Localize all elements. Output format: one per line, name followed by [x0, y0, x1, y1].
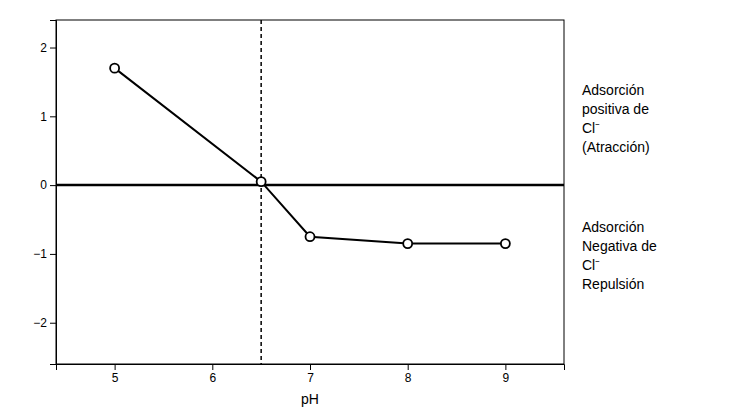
y-axis: −2 −1 0 1 2: [33, 21, 56, 365]
dashed-vline: [260, 20, 262, 364]
x-tick: 9: [503, 364, 510, 385]
plot-area: 5 6 7 8 9 −2 −1 0 1 2 pH Adsorción positiva de Cl⁻ (At…: [33, 20, 657, 407]
data-point: [501, 239, 510, 248]
data-point: [306, 232, 315, 241]
chart-container: 5 6 7 8 9 −2 −1 0 1 2 pH Adsorción positiva de Cl⁻ (At…: [0, 0, 754, 416]
y-tick: −1: [33, 247, 56, 261]
x-tick-mark: [212, 364, 213, 370]
y-tick-mark: [50, 48, 56, 49]
annotation: Adsorción positiva de Cl⁻ (Atracción): [582, 82, 650, 155]
x-axis-title: pH: [301, 391, 319, 407]
y-tick-label: 2: [40, 41, 47, 55]
x-tick-label: 5: [112, 371, 119, 385]
chart: 5 6 7 8 9 −2 −1 0 1 2 pH Adsorción positiva de Cl⁻ (At…: [0, 0, 754, 416]
x-tick: 7: [307, 364, 314, 385]
annotation-line: positiva de: [582, 101, 649, 117]
x-tick-label: 7: [307, 371, 314, 385]
data-point: [403, 239, 412, 248]
y-tick-label: 0: [40, 178, 47, 192]
annotation-line: (Atracción): [582, 139, 650, 155]
x-tick: 5: [112, 364, 119, 385]
zero-line: [56, 184, 564, 187]
y-tick: −2: [33, 316, 56, 330]
x-axis: 5 6 7 8 9: [57, 364, 565, 385]
x-tick-mark: [408, 364, 409, 370]
annotation-line: Cl⁻: [582, 120, 600, 136]
y-tick-mark: [50, 116, 56, 117]
y-tick-label: −2: [33, 316, 47, 330]
annotation-line: Negativa de: [582, 238, 657, 254]
x-tick: 6: [209, 364, 216, 385]
annotation-line: Adsorción: [582, 219, 644, 235]
plot-frame: [56, 20, 564, 364]
y-tick: 1: [40, 110, 56, 124]
annotation-line: Repulsión: [582, 276, 644, 292]
y-tick-mark: [50, 254, 56, 255]
x-tick-label: 9: [503, 371, 510, 385]
x-tick-label: 8: [405, 371, 412, 385]
y-tick-mark: [50, 185, 56, 186]
x-tick: 8: [405, 364, 412, 385]
marks: [56, 20, 564, 364]
y-tick-label: −1: [33, 247, 47, 261]
x-tick-mark: [505, 364, 506, 370]
y-tick-label: 1: [40, 110, 47, 124]
y-tick: 0: [40, 178, 56, 192]
x-tick-label: 6: [209, 371, 216, 385]
y-tick-mark: [50, 323, 56, 324]
annotation-line: Cl⁻: [582, 257, 600, 273]
annotation: Adsorción Negativa de Cl⁻ Repulsión: [582, 219, 657, 292]
x-tick-mark: [115, 364, 116, 370]
x-axis-line: [57, 365, 565, 371]
y-axis-line: [50, 21, 57, 365]
data-point: [110, 64, 119, 73]
data-point: [257, 177, 266, 186]
x-tick-mark: [310, 364, 311, 370]
annotation-line: Adsorción: [582, 82, 644, 98]
y-tick: 2: [40, 41, 56, 55]
data-line: [115, 68, 506, 243]
